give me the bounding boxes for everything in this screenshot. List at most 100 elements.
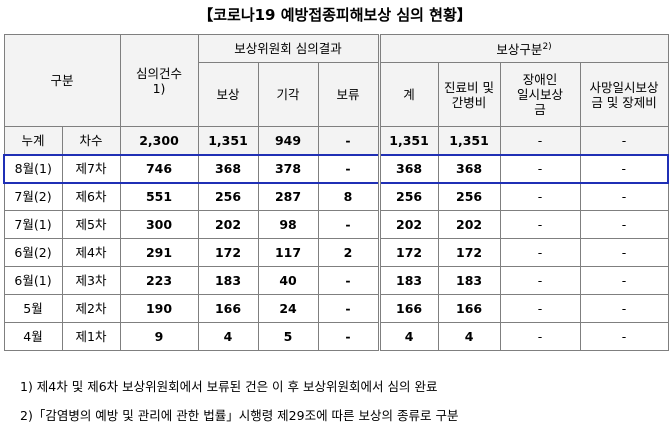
- cell-pending: 8: [317, 182, 380, 211]
- cell-reject: 98: [257, 210, 319, 239]
- header-gubun: 구분: [3, 34, 121, 127]
- cell-total: 256: [377, 182, 439, 211]
- cell-reject: 287: [257, 182, 319, 211]
- cell-count: 190: [119, 294, 199, 323]
- header-comp-type: 보상구분2): [377, 34, 669, 63]
- cell-total: 166: [377, 294, 439, 323]
- cell-death: -: [579, 126, 669, 155]
- header-pending: 보류: [317, 62, 380, 127]
- cell-medical: 1,351: [437, 126, 501, 155]
- page-title: 【코로나19 예방접종피해보상 심의 현황】: [198, 6, 472, 24]
- cell-comp: 202: [197, 210, 259, 239]
- cell-round: 제1차: [61, 322, 121, 351]
- header-disability: 장애인 일시보상 금: [499, 62, 581, 127]
- cell-death: -: [579, 210, 669, 239]
- cell-period: 6월(1): [3, 266, 63, 295]
- cell-round: 제2차: [61, 294, 121, 323]
- table-row: 7월(1) 제5차 300 202 98-202 202- -: [3, 210, 669, 239]
- cell-round: 차수: [61, 126, 121, 155]
- cell-round: 제6차: [61, 182, 121, 211]
- cell-count: 551: [119, 182, 199, 211]
- cell-disability: -: [499, 210, 581, 239]
- cell-count: 9: [119, 322, 199, 351]
- cell-pending: -: [317, 153, 380, 184]
- cell-comp: 166: [197, 294, 259, 323]
- footnote-2: 2)「감염병의 예방 및 관리에 관한 법률」시행령 제29조에 따른 보상의 …: [20, 408, 459, 423]
- cell-count: 291: [119, 238, 199, 267]
- cell-death: -: [579, 322, 669, 351]
- cell-death: -: [579, 294, 669, 323]
- cell-period: 7월(1): [3, 210, 63, 239]
- cell-death: -: [579, 153, 670, 184]
- cell-total: 202: [377, 210, 439, 239]
- cell-reject: 117: [257, 238, 319, 267]
- cell-medical: 368: [437, 153, 501, 184]
- header-medical: 진료비 및 간병비: [437, 62, 501, 127]
- cell-period: 누계: [3, 126, 63, 155]
- cell-pending: -: [317, 210, 380, 239]
- header-death: 사망일시보상 금 및 장제비: [579, 62, 669, 127]
- table-row: 5월 제2차 190 166 24-166 166- -: [3, 294, 669, 323]
- cell-pending: -: [317, 322, 380, 351]
- cell-comp: 368: [197, 153, 259, 184]
- table-row: 6월(1) 제3차 223 183 40-183 183- -: [3, 266, 669, 295]
- cell-comp: 183: [197, 266, 259, 295]
- header-committee-result: 보상위원회 심의결과: [197, 34, 380, 63]
- cell-count: 746: [119, 153, 199, 184]
- cell-pending: -: [317, 126, 380, 155]
- cell-count: 300: [119, 210, 199, 239]
- cell-comp: 4: [197, 322, 259, 351]
- cell-count: 223: [119, 266, 199, 295]
- cell-disability: -: [499, 153, 581, 184]
- cell-disability: -: [499, 294, 581, 323]
- cell-disability: -: [499, 266, 581, 295]
- cell-medical: 256: [437, 182, 501, 211]
- cell-total: 172: [377, 238, 439, 267]
- cell-death: -: [579, 238, 669, 267]
- cell-pending: -: [317, 294, 380, 323]
- cell-disability: -: [499, 238, 581, 267]
- header-total: 계: [377, 62, 439, 127]
- header-rejected: 기각: [257, 62, 319, 127]
- cell-medical: 183: [437, 266, 501, 295]
- cell-period: 7월(2): [3, 182, 63, 211]
- cell-total: 368: [377, 153, 439, 184]
- cell-disability: -: [499, 182, 581, 211]
- cell-round: 제4차: [61, 238, 121, 267]
- cell-reject: 24: [257, 294, 319, 323]
- cell-period: 5월: [3, 294, 63, 323]
- cell-total: 4: [377, 322, 439, 351]
- header-compensation: 보상: [197, 62, 259, 127]
- cell-disability: -: [499, 322, 581, 351]
- table-row: 누계 차수 2,300 1,351 949-1,351 1,351- -: [3, 126, 669, 155]
- cell-total: 1,351: [377, 126, 439, 155]
- table-row: 8월(1) 제7차 746 368 378-368 368- -: [3, 153, 670, 184]
- cell-round: 제3차: [61, 266, 121, 295]
- cell-pending: -: [317, 266, 380, 295]
- cell-comp: 172: [197, 238, 259, 267]
- cell-period: 4월: [3, 322, 63, 351]
- cell-period: 8월(1): [3, 153, 63, 184]
- cell-medical: 202: [437, 210, 501, 239]
- cell-period: 6월(2): [3, 238, 63, 267]
- table-row: 7월(2) 제6차 551 256 287 8 256 256- -: [3, 182, 669, 211]
- cell-count: 2,300: [119, 126, 199, 155]
- cell-reject: 949: [257, 126, 319, 155]
- cell-round: 제5차: [61, 210, 121, 239]
- cell-total: 183: [377, 266, 439, 295]
- table-row: 6월(2) 제4차 291 172 117 2 172 172- -: [3, 238, 669, 267]
- cell-medical: 166: [437, 294, 501, 323]
- cell-death: -: [579, 266, 669, 295]
- cell-death: -: [579, 182, 669, 211]
- cell-round: 제7차: [61, 153, 121, 184]
- cell-medical: 4: [437, 322, 501, 351]
- cell-medical: 172: [437, 238, 501, 267]
- cell-reject: 378: [257, 153, 319, 184]
- review-status-table: 구분 심의건수 1) 보상위원회 심의결과 보상구분2) 보상 기각 보류 계 진…: [3, 34, 670, 351]
- cell-pending: 2: [317, 238, 380, 267]
- cell-disability: -: [499, 126, 581, 155]
- cell-reject: 40: [257, 266, 319, 295]
- header-review-count: 심의건수 1): [119, 34, 199, 127]
- footnote-1: 1) 제4차 및 제6차 보상위원회에서 보류된 건은 이 후 보상위원회에서 …: [20, 379, 438, 394]
- cell-comp: 1,351: [197, 126, 259, 155]
